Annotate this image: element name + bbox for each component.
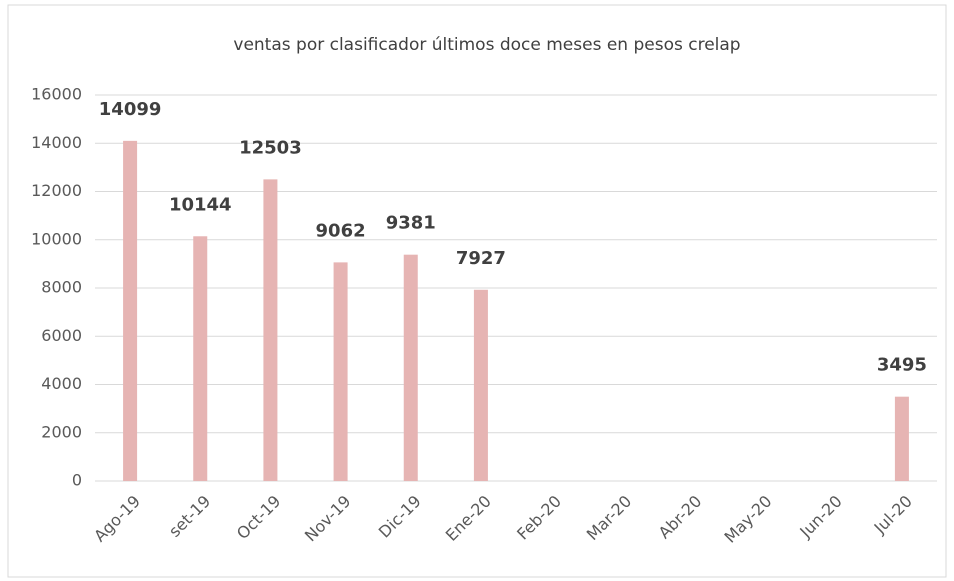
y-tick-label: 2000 [41, 422, 82, 441]
data-label: 10144 [169, 194, 232, 215]
y-tick-label: 6000 [41, 326, 82, 345]
y-tick-label: 16000 [31, 85, 82, 104]
bar [403, 254, 418, 481]
y-tick-label: 8000 [41, 278, 82, 297]
bar [333, 262, 348, 481]
y-tick-label: 0 [72, 471, 82, 490]
bar [473, 289, 488, 481]
chart-title: ventas por clasificador últimos doce mes… [233, 35, 740, 55]
bar [193, 236, 208, 481]
y-tick-label: 12000 [31, 181, 82, 200]
bar [263, 179, 278, 482]
y-tick-label: 10000 [31, 229, 82, 248]
data-label: 9062 [316, 220, 366, 241]
bar [894, 396, 909, 481]
data-label: 9381 [386, 213, 436, 234]
y-tick-label: 4000 [41, 374, 82, 393]
data-label: 3495 [877, 355, 927, 376]
data-label: 7927 [456, 248, 506, 269]
bar [123, 140, 138, 481]
data-label: 14099 [99, 99, 162, 120]
y-tick-label: 14000 [31, 133, 82, 152]
data-label: 12503 [239, 137, 302, 158]
